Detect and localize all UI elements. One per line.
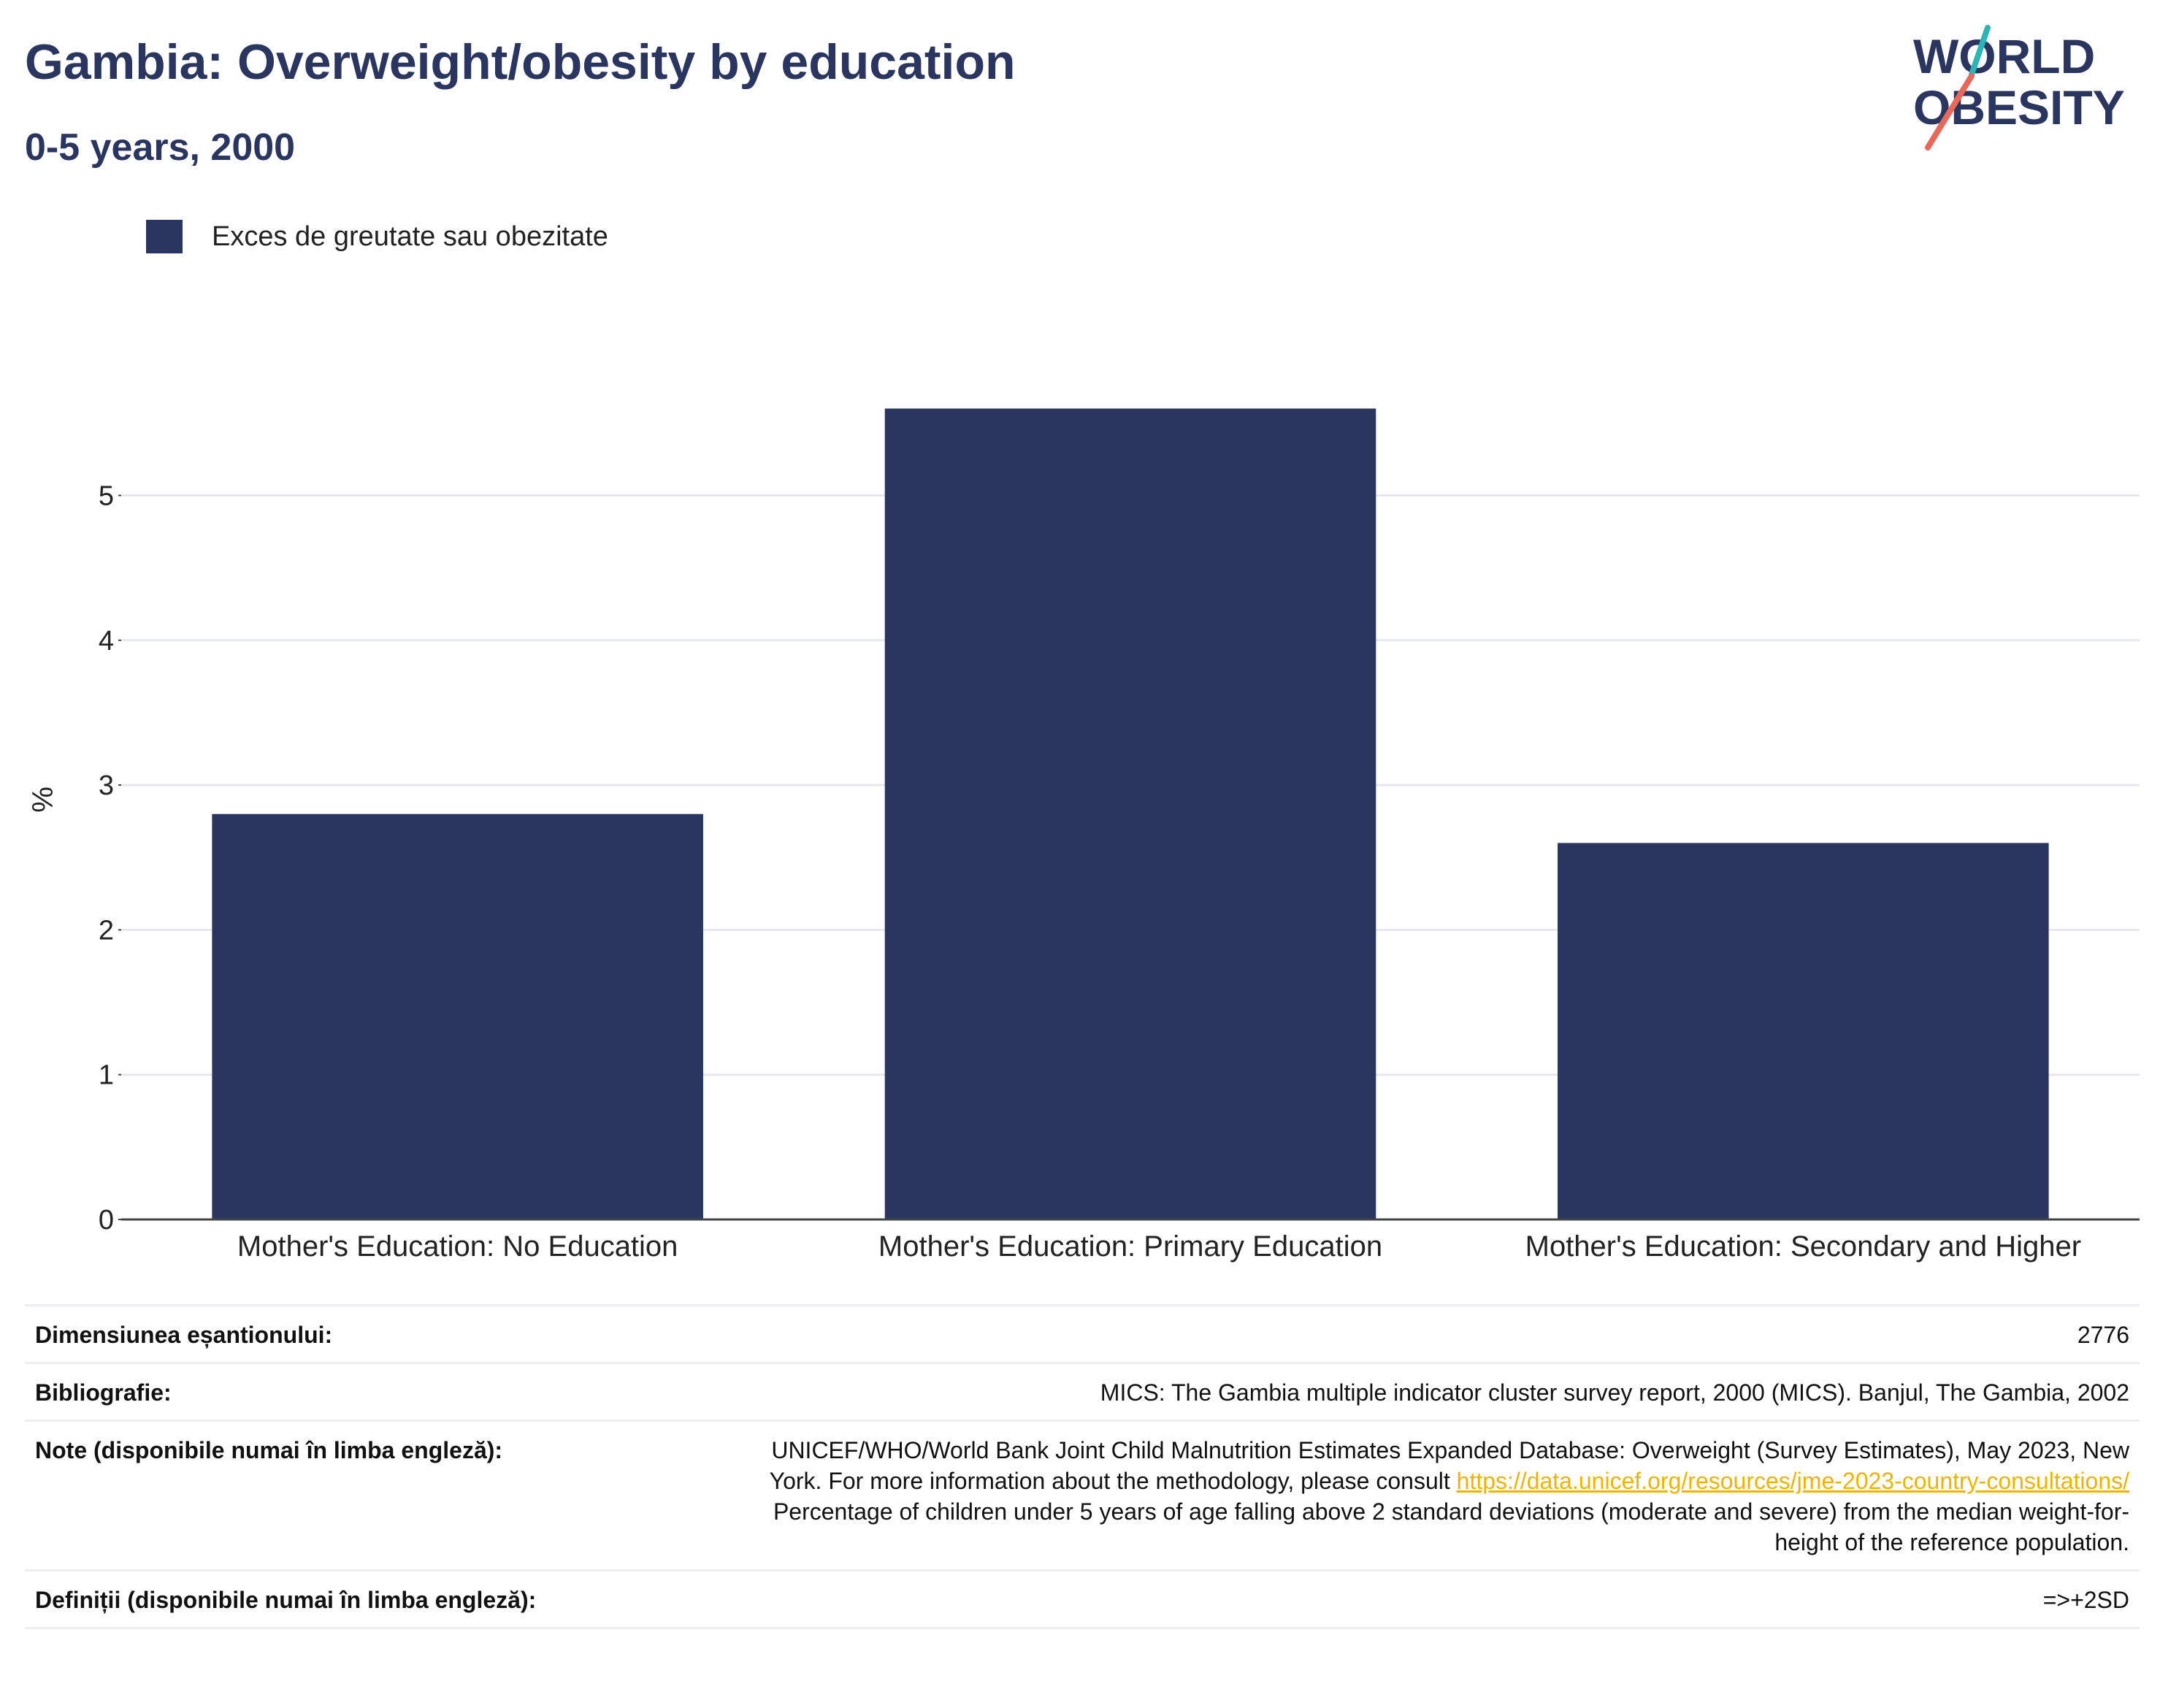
sample-size-label: Dimensiunea eșantionului: bbox=[25, 1304, 556, 1364]
world-obesity-logo: WORLD OBESITY bbox=[1913, 25, 2125, 150]
notes-line4: height of the reference population. bbox=[1774, 1529, 2129, 1555]
y-tick-label: 4 bbox=[99, 626, 114, 656]
x-tick-label: Mother's Education: Secondary and Higher bbox=[1525, 1230, 2081, 1263]
definitions-value: =>+2SD bbox=[556, 1569, 2140, 1629]
logo-line1: WORLD bbox=[1913, 29, 2095, 83]
logo-slash-coral bbox=[1925, 73, 1975, 150]
y-axis-label: % bbox=[27, 786, 59, 813]
axes: 0 1 2 3 4 5 Mother's Education: No Education Mo… bbox=[99, 480, 2140, 1263]
y-tick-label: 2 bbox=[99, 915, 114, 946]
y-tick-label: 0 bbox=[99, 1205, 114, 1236]
chart-title: Gambia: Overweight/obesity by education bbox=[25, 34, 1016, 90]
notes-label: Note (disponibile numai în limba engleză… bbox=[25, 1420, 556, 1571]
info-table: Dimensiunea eșantionului: 2776 Bibliogra… bbox=[25, 1304, 2140, 1629]
x-tick-label: Mother's Education: Primary Education bbox=[878, 1230, 1382, 1263]
info-row-sample-size: Dimensiunea eșantionului: 2776 bbox=[25, 1304, 2140, 1364]
legend-label: Exces de greutate sau obezitate bbox=[212, 221, 608, 252]
legend-swatch bbox=[146, 220, 183, 253]
notes-line2-text: York. For more information about the met… bbox=[769, 1468, 1457, 1494]
info-row-notes: Note (disponibile numai în limba engleză… bbox=[25, 1420, 2140, 1571]
notes-line2: York. For more information about the met… bbox=[567, 1466, 2129, 1496]
y-tick-label: 5 bbox=[99, 480, 114, 511]
bars bbox=[212, 408, 2049, 1220]
methodology-link[interactable]: https://data.unicef.org/resources/jme-20… bbox=[1456, 1468, 2129, 1494]
y-tick-label: 3 bbox=[99, 770, 114, 801]
info-row-bibliography: Bibliografie: MICS: The Gambia multiple … bbox=[25, 1362, 2140, 1422]
legend: Exces de greutate sau obezitate bbox=[146, 218, 608, 256]
bar[interactable] bbox=[884, 408, 1376, 1220]
chart-subtitle: 0-5 years, 2000 bbox=[25, 126, 296, 169]
logo-slash-teal bbox=[1969, 25, 1991, 77]
info-row-definitions: Definiții (disponibile numai în limba en… bbox=[25, 1569, 2140, 1629]
notes-line1: UNICEF/WHO/World Bank Joint Child Malnut… bbox=[771, 1437, 2129, 1463]
sample-size-value: 2776 bbox=[556, 1304, 2140, 1364]
bibliography-value: MICS: The Gambia multiple indicator clus… bbox=[556, 1362, 2140, 1422]
bar-chart: 0 1 2 3 4 5 Mother's Education: No Education Mo… bbox=[27, 408, 2140, 1263]
logo-line2: OBESITY bbox=[1913, 80, 2125, 134]
x-tick-label: Mother's Education: No Education bbox=[237, 1230, 678, 1263]
bibliography-label: Bibliografie: bbox=[25, 1362, 556, 1422]
definitions-label: Definiții (disponibile numai în limba en… bbox=[25, 1569, 556, 1629]
notes-line3: Percentage of children under 5 years of … bbox=[773, 1498, 2129, 1525]
y-tick-label: 1 bbox=[99, 1060, 114, 1091]
notes-value: UNICEF/WHO/World Bank Joint Child Malnut… bbox=[556, 1420, 2140, 1571]
bar[interactable] bbox=[212, 813, 703, 1219]
bar[interactable] bbox=[1558, 843, 2049, 1219]
